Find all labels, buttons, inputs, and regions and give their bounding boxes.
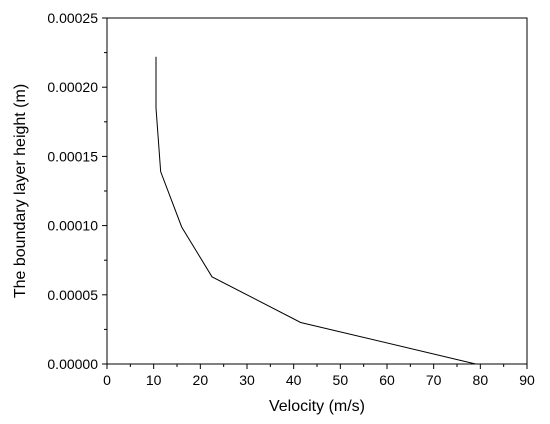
y-tick-label: 0.00005: [47, 287, 98, 303]
x-tick-label: 30: [239, 372, 255, 388]
x-tick-label: 50: [333, 372, 349, 388]
x-tick-label: 0: [103, 372, 111, 388]
x-tick-label: 90: [519, 372, 535, 388]
x-tick-label: 80: [473, 372, 489, 388]
series-line-1: [155, 56, 476, 365]
x-axis-ticks: 0 10 20 30 40 50 60 70 80 90: [103, 364, 535, 388]
x-tick-label: 60: [379, 372, 395, 388]
y-axis-ticks: 0.00000 0.00005 0.00010 0.00015 0.00020 0.000…: [47, 10, 107, 372]
x-tick-label: 70: [426, 372, 442, 388]
y-tick-label: 0.00010: [47, 218, 98, 234]
x-axis-title: Velocity (m/s): [269, 398, 365, 415]
y-tick-label: 0.00015: [47, 148, 98, 164]
y-tick-label: 0.00025: [47, 10, 98, 26]
x-tick-label: 20: [193, 372, 209, 388]
x-tick-label: 10: [146, 372, 162, 388]
plot-frame: [106, 17, 528, 365]
series-layer: [155, 56, 476, 365]
y-tick-label: 0.00000: [47, 356, 98, 372]
y-tick-label: 0.00020: [47, 79, 98, 95]
x-tick-label: 40: [286, 372, 302, 388]
y-axis-title: The boundary layer height (m): [12, 84, 29, 298]
